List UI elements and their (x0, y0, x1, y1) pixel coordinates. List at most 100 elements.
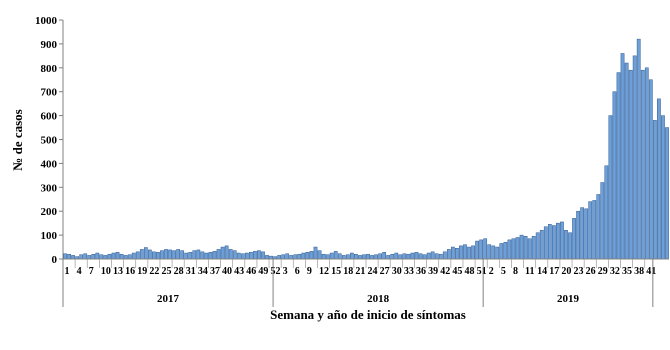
week-label: 17 (549, 266, 559, 277)
bar (644, 67, 649, 260)
bar (576, 210, 580, 260)
bar (657, 98, 661, 260)
bar (313, 246, 318, 260)
week-label: 51 (477, 266, 487, 277)
bar (329, 252, 334, 260)
bar (79, 254, 84, 260)
bar (341, 255, 346, 260)
y-tick-label: 400 (41, 158, 58, 170)
week-label: 38 (634, 266, 644, 277)
bar (228, 249, 233, 260)
bar (442, 251, 447, 260)
bar (301, 252, 306, 260)
bar (160, 250, 164, 260)
bar (414, 252, 419, 260)
bar (366, 253, 370, 260)
bar (410, 252, 415, 260)
bar (143, 247, 148, 260)
bar (648, 79, 653, 260)
bar (188, 252, 193, 260)
bar (374, 254, 378, 260)
bar (543, 226, 548, 260)
bar (362, 254, 366, 260)
bar (67, 253, 71, 260)
bar (584, 208, 589, 260)
bar (592, 200, 597, 260)
bar (87, 255, 92, 260)
bar (349, 252, 354, 260)
x-axis-title: Semana y año de inicio de síntomas (270, 307, 466, 322)
week-label: 10 (101, 266, 111, 277)
bar (220, 246, 225, 260)
week-label: 37 (210, 266, 220, 277)
bar (172, 250, 176, 260)
week-label: 36 (416, 266, 426, 277)
week-label: 22 (149, 266, 159, 277)
bar (321, 253, 326, 260)
bar (487, 244, 492, 260)
week-label: 34 (198, 266, 208, 277)
week-label: 32 (610, 266, 620, 277)
bar (406, 253, 411, 260)
week-label: 25 (161, 266, 171, 277)
bar (196, 249, 201, 260)
bar (402, 253, 407, 260)
y-tick-label: 800 (41, 63, 58, 75)
bar (309, 251, 314, 260)
bar (71, 255, 75, 260)
bar (216, 249, 221, 260)
bar (572, 218, 576, 260)
bar (200, 251, 205, 260)
week-label: 33 (404, 266, 414, 277)
bar (430, 251, 435, 260)
bar (289, 255, 294, 260)
bar (244, 252, 249, 260)
y-tick-label: 200 (41, 206, 58, 218)
bar (547, 224, 552, 260)
week-label: 24 (368, 266, 378, 277)
bar (390, 253, 395, 260)
bar (253, 251, 257, 260)
week-label: 16 (125, 266, 135, 277)
week-label: 39 (428, 266, 438, 277)
bar (580, 207, 585, 260)
bar (95, 252, 100, 260)
bar (636, 38, 641, 260)
bar (467, 246, 471, 260)
week-label: 26 (586, 266, 596, 277)
bar (450, 246, 455, 260)
bar (394, 252, 399, 260)
week-label: 31 (186, 266, 196, 277)
bar (515, 237, 520, 260)
bar (232, 250, 237, 260)
week-label: 28 (174, 266, 184, 277)
bar (446, 249, 451, 260)
bar (640, 69, 645, 260)
week-label: 20 (561, 266, 571, 277)
week-label: 52 (271, 266, 281, 277)
week-label: 42 (440, 266, 450, 277)
bar (103, 255, 108, 260)
bar (212, 251, 217, 260)
bar (135, 251, 140, 260)
week-label: 45 (452, 266, 462, 277)
bar (600, 182, 605, 260)
bar (115, 252, 120, 260)
week-label: 43 (234, 266, 244, 277)
week-label: 5 (501, 266, 506, 277)
bar (463, 244, 467, 260)
bar (596, 194, 601, 260)
bar (455, 248, 459, 260)
week-label: 49 (258, 266, 268, 277)
bar (192, 250, 197, 260)
bar (261, 251, 265, 260)
bar (176, 249, 181, 260)
bar (164, 249, 168, 260)
bar (511, 238, 516, 260)
y-tick-label: 100 (41, 230, 58, 242)
bar (483, 238, 488, 260)
bar (293, 254, 298, 260)
bar (568, 232, 572, 260)
bar (426, 252, 431, 260)
bar (345, 254, 350, 260)
